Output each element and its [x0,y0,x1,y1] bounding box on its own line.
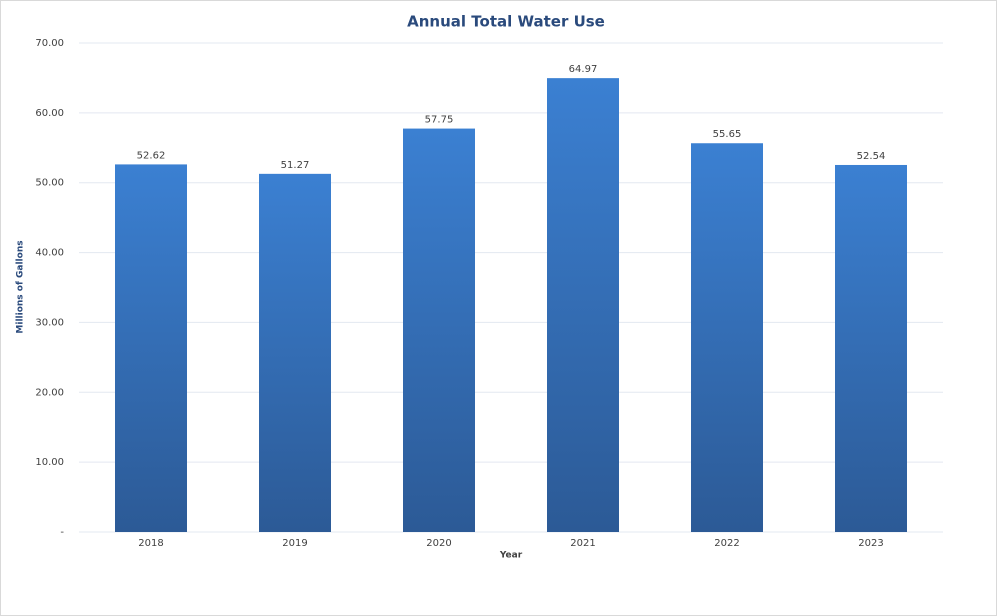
y-tick-label: 60.00 [35,108,64,119]
x-tick-label: 2023 [858,538,883,549]
bar [547,78,619,532]
x-tick-label: 2019 [282,538,307,549]
bar [835,164,907,532]
y-tick-label: 20.00 [35,387,64,398]
y-tick-label: 30.00 [35,317,64,328]
y-tick-label: 70.00 [35,38,64,49]
value-label: 51.27 [281,160,310,171]
x-tick-label: 2021 [570,538,595,549]
bar [403,128,475,532]
x-tick-label: 2018 [138,538,163,549]
value-label: 64.97 [569,64,598,75]
bar [259,173,331,533]
value-label: 55.65 [713,129,742,140]
bar [691,143,763,532]
bar [115,164,187,532]
y-tick-label: - [60,527,64,538]
y-tick-label: 50.00 [35,178,64,189]
x-tick-label: 2022 [714,538,739,549]
chart-title: Annual Total Water Use [407,13,605,31]
y-axis-label: Millions of Gallons [16,240,26,333]
value-label: 57.75 [425,115,454,126]
y-tick-label: 40.00 [35,248,64,259]
value-label: 52.62 [137,150,166,161]
x-tick-label: 2020 [426,538,451,549]
x-axis-label: Year [499,551,523,561]
value-label: 52.54 [857,151,886,162]
y-tick-label: 10.00 [35,457,64,468]
